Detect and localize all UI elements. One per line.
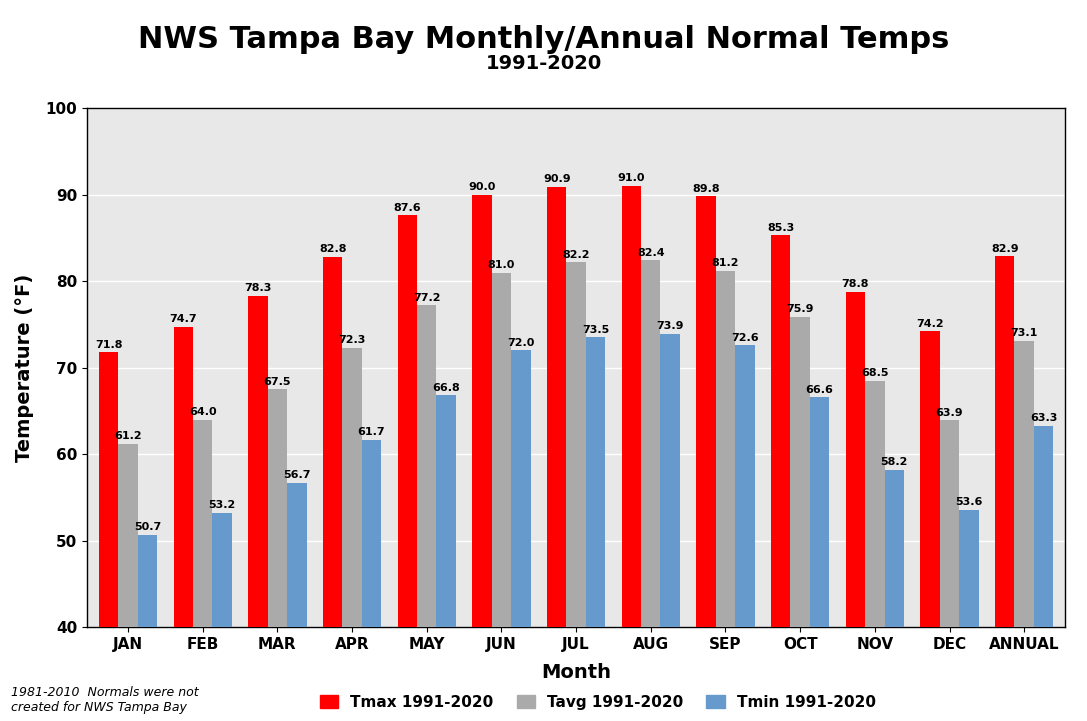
Text: 67.5: 67.5 — [264, 377, 291, 386]
Bar — [362, 440, 382, 721]
Text: 68.5: 68.5 — [861, 368, 888, 378]
Text: 73.1: 73.1 — [1011, 328, 1038, 338]
Text: 78.3: 78.3 — [245, 283, 272, 293]
Bar — [248, 296, 267, 721]
Text: 81.0: 81.0 — [488, 260, 515, 270]
Text: 53.6: 53.6 — [955, 497, 983, 507]
Bar — [547, 187, 566, 721]
Text: 89.8: 89.8 — [692, 184, 720, 194]
Text: 90.0: 90.0 — [468, 182, 496, 192]
Text: 73.5: 73.5 — [582, 325, 609, 335]
Text: 72.6: 72.6 — [732, 332, 759, 342]
Text: 53.2: 53.2 — [209, 500, 236, 510]
Text: 77.2: 77.2 — [413, 293, 440, 303]
Text: 81.2: 81.2 — [712, 258, 739, 268]
Legend: Tmax 1991-2020, Tavg 1991-2020, Tmin 1991-2020: Tmax 1991-2020, Tavg 1991-2020, Tmin 199… — [320, 695, 876, 709]
Text: 73.9: 73.9 — [657, 322, 684, 332]
Bar — [641, 260, 661, 721]
Text: 63.3: 63.3 — [1029, 413, 1058, 423]
Bar — [212, 513, 232, 721]
Text: 91.0: 91.0 — [617, 174, 645, 183]
Bar — [511, 350, 530, 721]
Bar — [138, 535, 158, 721]
Bar — [771, 235, 790, 721]
Text: NWS Tampa Bay Monthly/Annual Normal Temps: NWS Tampa Bay Monthly/Annual Normal Temp… — [138, 25, 949, 54]
Bar — [846, 291, 865, 721]
Text: 1981-2010  Normals were not
created for NWS Tampa Bay: 1981-2010 Normals were not created for N… — [11, 686, 199, 714]
Text: 82.9: 82.9 — [991, 244, 1019, 254]
Bar — [940, 420, 959, 721]
Text: 1991-2020: 1991-2020 — [486, 54, 601, 73]
Bar — [790, 317, 810, 721]
Text: 61.2: 61.2 — [114, 431, 141, 441]
Bar — [622, 186, 641, 721]
Bar — [267, 389, 287, 721]
Text: 64.0: 64.0 — [189, 407, 216, 417]
Text: 72.0: 72.0 — [508, 338, 535, 348]
Bar — [865, 381, 885, 721]
Text: 71.8: 71.8 — [95, 340, 123, 350]
Bar — [118, 444, 138, 721]
Bar — [323, 257, 342, 721]
Text: 74.2: 74.2 — [916, 319, 944, 329]
Bar — [885, 470, 904, 721]
Bar — [586, 337, 605, 721]
Bar — [735, 345, 754, 721]
Bar — [174, 327, 193, 721]
Text: 90.9: 90.9 — [542, 174, 571, 185]
Text: 56.7: 56.7 — [283, 470, 311, 480]
Text: 87.6: 87.6 — [393, 203, 421, 213]
Text: 50.7: 50.7 — [134, 522, 161, 532]
Text: 61.7: 61.7 — [358, 427, 385, 437]
Text: 72.3: 72.3 — [338, 335, 365, 345]
Bar — [715, 271, 735, 721]
Text: 66.6: 66.6 — [805, 384, 834, 394]
Bar — [437, 395, 455, 721]
Bar — [193, 420, 212, 721]
Bar — [99, 352, 118, 721]
Text: 66.8: 66.8 — [433, 383, 460, 393]
Text: 82.2: 82.2 — [562, 249, 590, 260]
Bar — [1014, 341, 1034, 721]
Bar — [995, 256, 1014, 721]
Text: 58.2: 58.2 — [880, 457, 908, 467]
Bar — [417, 306, 437, 721]
X-axis label: Month: Month — [541, 663, 611, 682]
Y-axis label: Temperature (°F): Temperature (°F) — [15, 273, 35, 462]
Text: 82.4: 82.4 — [637, 248, 664, 258]
Text: 63.9: 63.9 — [936, 408, 963, 418]
Bar — [566, 262, 586, 721]
Text: 78.8: 78.8 — [841, 279, 870, 289]
Text: 85.3: 85.3 — [767, 223, 795, 233]
Bar — [287, 483, 307, 721]
Bar — [959, 510, 978, 721]
Bar — [661, 334, 679, 721]
Text: 75.9: 75.9 — [786, 304, 814, 314]
Text: 74.7: 74.7 — [170, 314, 197, 324]
Bar — [342, 348, 362, 721]
Bar — [810, 397, 829, 721]
Bar — [491, 273, 511, 721]
Bar — [921, 332, 940, 721]
Bar — [697, 196, 715, 721]
Bar — [398, 216, 417, 721]
Text: 82.8: 82.8 — [318, 244, 347, 255]
Bar — [473, 195, 491, 721]
Bar — [1034, 425, 1053, 721]
